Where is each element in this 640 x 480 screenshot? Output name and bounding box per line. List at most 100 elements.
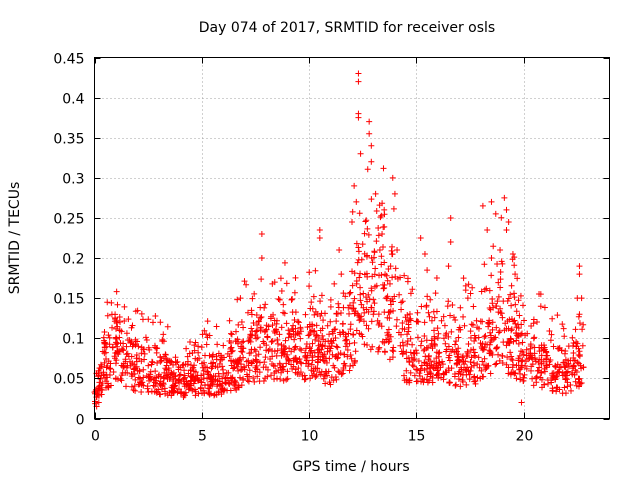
data-point [528,363,535,370]
data-point [490,335,497,342]
data-point [294,329,301,336]
data-point [271,348,278,355]
data-point [507,371,514,378]
data-point [460,275,467,282]
data-point [453,338,460,345]
data-point [113,357,120,364]
data-point [202,382,209,389]
data-point [115,351,122,358]
data-point [132,376,139,383]
data-point [220,354,227,361]
data-point [201,327,208,334]
data-point [387,301,394,308]
data-point [505,218,512,225]
data-point [155,373,162,380]
data-point [365,291,372,298]
data-point [114,376,121,383]
data-point [168,358,175,365]
data-point [205,369,212,376]
data-point [375,311,382,318]
data-point [576,376,583,383]
data-point [329,351,336,358]
data-point [554,312,561,319]
data-point [311,328,318,335]
data-point [379,230,386,237]
data-point [313,331,320,338]
data-point [243,358,250,365]
data-point [138,310,145,317]
data-point [214,341,221,348]
data-point [401,326,408,333]
data-point [444,303,451,310]
data-point [470,303,477,310]
data-point [327,303,334,310]
data-point [512,370,519,377]
data-point [116,313,123,320]
data-point [234,296,241,303]
data-point [294,358,301,365]
data-point [223,369,230,376]
data-point [570,349,577,356]
data-point [553,372,560,379]
data-point [509,364,516,371]
data-point [455,375,462,382]
data-point [434,325,441,332]
data-point [309,357,316,364]
data-point [564,368,571,375]
data-point [389,347,396,354]
data-point [381,259,388,266]
data-point [118,362,125,369]
data-point [578,295,585,302]
data-point [375,348,382,355]
data-point [495,351,502,358]
data-point [413,366,420,373]
grid-layer [94,57,610,419]
data-point [283,353,290,360]
data-point [460,313,467,320]
data-point [127,340,134,347]
data-point [517,366,524,373]
data-point [509,251,516,258]
data-point [468,321,475,328]
data-point [192,339,199,346]
data-point [280,377,287,384]
data-point [327,338,334,345]
data-point [255,351,262,358]
data-point [579,326,586,333]
data-point [204,318,211,325]
data-point [195,343,202,350]
data-point [215,350,222,357]
data-point [536,364,543,371]
data-point [541,368,548,375]
data-point [273,328,280,335]
data-point [393,316,400,323]
data-point [139,316,146,323]
data-point [341,351,348,358]
data-point [119,370,126,377]
data-point [447,239,454,246]
data-point [252,332,259,339]
data-point [397,274,404,281]
data-point [278,369,285,376]
data-point [464,352,471,359]
data-point [484,363,491,370]
data-point [427,364,434,371]
data-point [274,347,281,354]
data-point [95,372,102,379]
data-point [356,274,363,281]
data-point [295,365,302,372]
data-point [368,287,375,294]
data-point [235,321,242,328]
data-point [447,312,454,319]
data-point [141,350,148,357]
data-point [454,354,461,361]
data-point [351,310,358,317]
data-point [562,376,569,383]
x-tick-label: 20 [516,429,534,445]
data-point [296,331,303,338]
data-point [175,363,182,370]
data-point [386,280,393,287]
data-point [226,317,233,324]
data-point [418,303,425,310]
data-point [134,338,141,345]
